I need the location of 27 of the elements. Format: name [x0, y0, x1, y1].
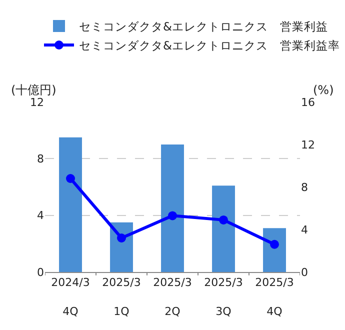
point [270, 240, 279, 249]
y-tick-label: 8 [37, 152, 44, 166]
point [219, 215, 228, 224]
bar [59, 137, 82, 272]
category-label: 2025/3 1Q [102, 276, 141, 318]
point [117, 234, 126, 242]
y2-tick-label: 0 [301, 266, 308, 279]
category-label: 2025/3 2Q [153, 276, 192, 318]
y-tick-label: 4 [37, 209, 44, 222]
y2-tick-label: 8 [301, 180, 308, 194]
legend-label: セミコンダクタ&エレクトロニクス 営業利益 [79, 19, 328, 34]
y-tick-label: 12 [30, 96, 44, 109]
y2-axis-title: (%) [313, 83, 334, 97]
bar [161, 144, 184, 272]
category-label: 2024/3 4Q [51, 276, 90, 318]
point [66, 174, 75, 183]
y2-tick-label: 12 [301, 138, 315, 152]
category-label: 2025/3 3Q [204, 276, 243, 318]
bar [212, 186, 235, 272]
y-tick-label: 0 [37, 266, 44, 279]
y-axis-title: (十億円) [11, 83, 56, 97]
legend-label: セミコンダクタ&エレクトロニクス 営業利益率 [79, 38, 340, 52]
y2-tick-label: 16 [301, 96, 315, 109]
point [168, 211, 177, 220]
bar [263, 228, 286, 272]
y2-tick-label: 4 [301, 223, 308, 236]
category-label: 2025/3 4Q [255, 276, 294, 318]
